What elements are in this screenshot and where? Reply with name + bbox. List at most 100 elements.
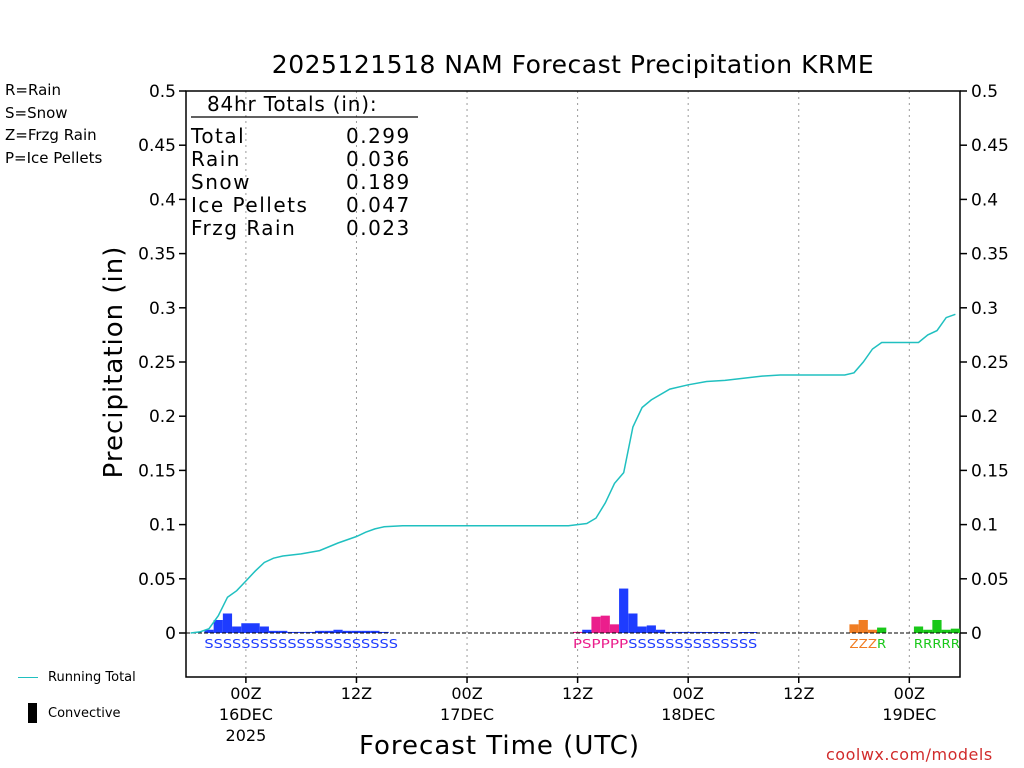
totals-value: 0.189 [346,170,411,194]
precip-type-letters-snow: SSSSSSSSSSSS [628,636,739,651]
y-tick-label-left: 0.3 [149,299,176,319]
y-tick-label-right: 0.35 [971,245,1009,265]
source-credit[interactable]: coolwx.com/models [826,745,993,764]
y-tick-label-right: 0.15 [971,461,1009,481]
precip-bar-snow [628,613,638,633]
precip-bar-snow [692,631,702,633]
y-tick-label-right: 0.45 [971,136,1009,156]
precip-bar-rain [877,627,887,633]
precip-bar-ice_pellets [600,615,610,633]
precip-bar-snow [637,626,647,633]
precip-bar-snow [582,629,592,633]
y-tick-label-left: 0 [165,624,176,644]
x-tick-label: 00Z [230,684,261,703]
precip-bar-ice_pellets [573,631,583,633]
y-tick-label-left: 0.5 [149,82,176,102]
totals-value: 0.299 [346,124,411,148]
legend-rain: R=Rain [5,81,61,99]
precip-bar-snow [674,631,684,633]
precip-bar-snow [646,625,656,633]
legend-snow: S=Snow [5,104,68,122]
legend-frzg-rain: Z=Frzg Rain [5,126,97,144]
precip-bar-rain [941,629,951,633]
legend-ice-pellets: P=Ice Pellets [5,149,103,167]
y-tick-label-right: 0 [971,624,982,644]
precip-bar-snow [665,631,675,633]
x-tick-date: 16DEC [219,705,273,724]
precip-bar-snow [333,629,343,633]
y-tick-label-right: 0.1 [971,516,998,536]
y-tick-label-right: 0.2 [971,407,998,427]
precip-bar-snow [738,632,749,633]
x-tick-label: 12Z [783,684,814,703]
totals-value: 0.023 [346,216,411,240]
precip-type-letters-rain: RRRRR [914,636,960,651]
legend-running-total: Running Total [48,670,136,685]
x-tick-year: 2025 [226,726,267,745]
precip-type-letters-snow: SS [739,636,757,651]
precip-bar-ice_pellets [591,616,601,633]
precip-bar-ice_pellets [609,624,620,633]
totals-label: Ice Pellets [191,193,308,217]
precip-bar-snow [278,630,288,633]
y-tick-label-right: 0.25 [971,353,1009,373]
y-tick-label-left: 0.4 [149,190,176,210]
x-tick-label: 12Z [341,684,372,703]
precip-bar-snow [619,588,629,633]
running-total-legend-line [18,677,38,678]
y-tick-label-left: 0.1 [149,516,176,536]
totals-value: 0.047 [346,193,411,217]
precip-bar-snow [305,631,315,633]
precip-bar-snow [342,630,352,633]
y-tick-label-left: 0.35 [138,245,176,265]
precip-bar-snow [232,626,242,633]
y-axis-title: Precipitation (in) [99,246,129,479]
precip-bar-frzg_rain [849,624,859,633]
precip-type-letters-rain: R [877,636,887,651]
precip-type-letters-frzg_rain: ZZZ [849,636,877,651]
precip-type-letters-ice_pellets: PS [573,636,591,651]
precip-bar-snow [351,630,362,633]
totals-header: 84hr Totals (in): [207,92,377,116]
precip-bar-frzg_rain [867,629,878,633]
precip-bar-snow [702,632,712,633]
x-tick-date: 17DEC [440,705,494,724]
totals-label: Total [190,124,245,148]
precip-bar-snow [324,630,334,633]
y-tick-label-left: 0.45 [138,136,176,156]
precip-bar-frzg_rain [858,619,868,633]
precip-bar-snow [361,630,371,633]
y-tick-label-right: 0.4 [971,190,998,210]
x-tick-label: 00Z [673,684,704,703]
y-tick-label-left: 0.2 [149,407,176,427]
y-tick-label-left: 0.15 [138,461,176,481]
precip-bar-snow [287,631,297,633]
precip-bar-snow [315,630,325,633]
y-tick-label-right: 0.5 [971,82,998,102]
x-axis-title: Forecast Time (UTC) [359,731,641,761]
precip-bar-snow [379,631,389,633]
precip-bar-rain [923,629,933,633]
chart-title: 2025121518 NAM Forecast Precipitation KR… [271,50,875,79]
totals-label: Frzg Rain [191,216,296,240]
precip-bar-rain [950,628,960,633]
precip-bar-snow [204,629,214,633]
convective-legend-swatch [28,703,37,723]
precip-bar-snow [655,629,666,633]
precip-type-letters-ice_pellets: PPPP [591,636,628,651]
x-tick-label: 00Z [451,684,482,703]
precip-bar-snow [296,631,306,633]
precip-bar-snow [268,630,279,633]
totals-label: Snow [191,170,251,194]
precip-bar-snow [213,619,223,633]
precip-bar-rain [932,619,942,633]
x-tick-date: 18DEC [661,705,715,724]
plot-frame [185,90,961,678]
precip-bar-snow [259,626,269,633]
x-tick-label: 00Z [894,684,925,703]
y-tick-label-right: 0.05 [971,570,1009,590]
totals-value: 0.036 [346,147,411,171]
precip-bar-snow [720,632,730,633]
x-tick-label: 12Z [562,684,593,703]
